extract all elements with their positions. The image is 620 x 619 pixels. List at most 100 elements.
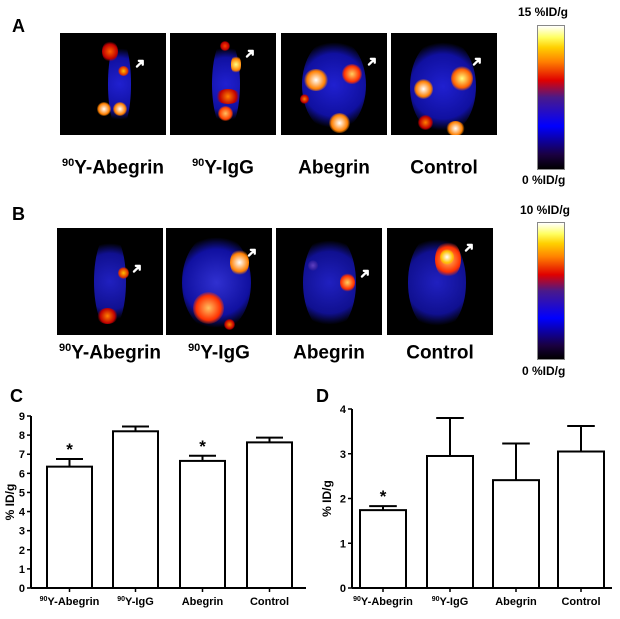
x-tick-label: Control <box>250 596 289 608</box>
pet-image: ➜ <box>57 228 163 335</box>
isotope-superscript: 90 <box>59 342 72 354</box>
x-tick-label-text: Y-IgG <box>440 596 469 608</box>
image-label: Control <box>381 157 507 179</box>
x-tick-label: Control <box>561 596 600 608</box>
uptake-spot <box>307 260 319 271</box>
x-tick-label-text: Control <box>250 596 289 608</box>
uptake-spot <box>342 63 362 84</box>
image-label: 90Y-IgG <box>160 157 286 179</box>
y-tick-label: 0 <box>340 583 346 595</box>
uptake-spot <box>97 308 119 325</box>
x-tick-label-text: Control <box>561 596 600 608</box>
image-label-text: Y-Abegrin <box>71 342 161 364</box>
uptake-spot <box>118 266 130 280</box>
y-tick-label: 5 <box>19 487 25 499</box>
panel-c-letter: C <box>10 386 23 406</box>
uptake-spot <box>224 318 235 330</box>
uptake-spot <box>102 41 119 62</box>
image-label: Abegrin <box>271 157 397 179</box>
isotope-superscript: 90 <box>188 342 201 354</box>
image-label: Abegrin <box>266 342 392 364</box>
tumor-arrow-icon: ➜ <box>129 53 150 74</box>
x-tick-label: Abegrin <box>182 596 224 608</box>
uptake-spot <box>339 272 356 293</box>
x-tick-label: 90Y-Abegrin <box>353 596 413 608</box>
y-tick-label: 9 <box>19 411 25 423</box>
bar <box>46 465 93 589</box>
significance-asterisk: * <box>380 487 387 506</box>
colorbar-b <box>537 222 565 360</box>
bar <box>557 450 605 590</box>
colorbar-b-max: 10 %ID/g <box>520 203 571 217</box>
x-tick-label-text: Abegrin <box>495 596 537 608</box>
isotope-superscript: 90 <box>117 596 125 603</box>
uptake-spot <box>231 55 241 74</box>
y-tick-label: 0 <box>19 583 25 595</box>
panel-a-letter: A <box>12 16 25 36</box>
image-label-text: Y-IgG <box>200 342 250 364</box>
x-tick-label-text: Y-IgG <box>125 596 154 608</box>
image-label-text: Abegrin <box>298 157 370 179</box>
uptake-spot <box>214 89 242 105</box>
bar <box>179 459 226 589</box>
uptake-spot <box>451 65 473 92</box>
image-label-text: Y-Abegrin <box>74 157 164 179</box>
y-tick-label: 6 <box>19 468 25 480</box>
y-tick-label: 3 <box>19 526 25 538</box>
image-label: Control <box>377 342 503 364</box>
pet-image: ➜ <box>281 33 387 135</box>
uptake-spot <box>113 102 127 116</box>
uptake-spot <box>440 249 454 266</box>
y-axis-label: % ID/g <box>3 484 17 521</box>
uptake-spot <box>304 68 328 92</box>
uptake-spot <box>192 292 225 325</box>
image-label-text: Abegrin <box>293 342 365 364</box>
uptake-spot <box>229 249 249 277</box>
panel-b-letter: B <box>12 204 25 224</box>
tumor-arrow-icon: ➜ <box>126 258 147 279</box>
image-label: 90Y-IgG <box>156 342 282 364</box>
tumor-arrow-icon: ➜ <box>361 51 382 72</box>
significance-asterisk: * <box>199 437 206 456</box>
colorbar-a <box>537 25 565 170</box>
pet-image: ➜ <box>387 228 493 335</box>
isotope-superscript: 90 <box>62 157 75 169</box>
image-label-text: Control <box>406 342 474 364</box>
y-axis-label: % ID/g <box>320 480 334 517</box>
pet-image: ➜ <box>276 228 382 335</box>
y-tick-label: 2 <box>340 494 346 506</box>
x-tick-label: 90Y-IgG <box>432 596 469 608</box>
y-tick-label: 7 <box>19 449 25 461</box>
y-tick-label: 1 <box>19 564 25 576</box>
image-label-text: Y-IgG <box>204 157 254 179</box>
image-label: 90Y-Abegrin <box>50 157 176 179</box>
isotope-superscript: 90 <box>40 596 48 603</box>
y-tick-label: 4 <box>19 507 26 519</box>
y-tick-label: 4 <box>340 404 347 416</box>
x-tick-label: 90Y-Abegrin <box>40 596 100 608</box>
pet-image: ➜ <box>170 33 276 135</box>
bar <box>359 509 407 590</box>
y-tick-label: 8 <box>19 430 25 442</box>
pet-image: ➜ <box>166 228 272 335</box>
uptake-spot <box>446 120 466 135</box>
colorbar-b-min: 0 %ID/g <box>522 364 566 378</box>
x-tick-label-text: Abegrin <box>182 596 224 608</box>
x-tick-label-text: Y-Abegrin <box>361 596 413 608</box>
uptake-spot <box>97 102 111 116</box>
bar <box>112 430 159 589</box>
tumor-arrow-icon: ➜ <box>239 43 260 64</box>
tumor-arrow-icon: ➜ <box>354 263 374 284</box>
uptake-spot <box>414 78 434 100</box>
bar <box>492 479 540 589</box>
uptake-spot <box>300 94 309 105</box>
y-tick-label: 3 <box>340 449 346 461</box>
bar <box>246 441 293 589</box>
uptake-spot <box>417 114 434 130</box>
isotope-superscript: 90 <box>353 596 361 603</box>
colorbar-a-min: 0 %ID/g <box>522 173 566 187</box>
x-tick-label: 90Y-IgG <box>117 596 154 608</box>
image-label-text: Control <box>410 157 478 179</box>
bar <box>426 454 474 589</box>
